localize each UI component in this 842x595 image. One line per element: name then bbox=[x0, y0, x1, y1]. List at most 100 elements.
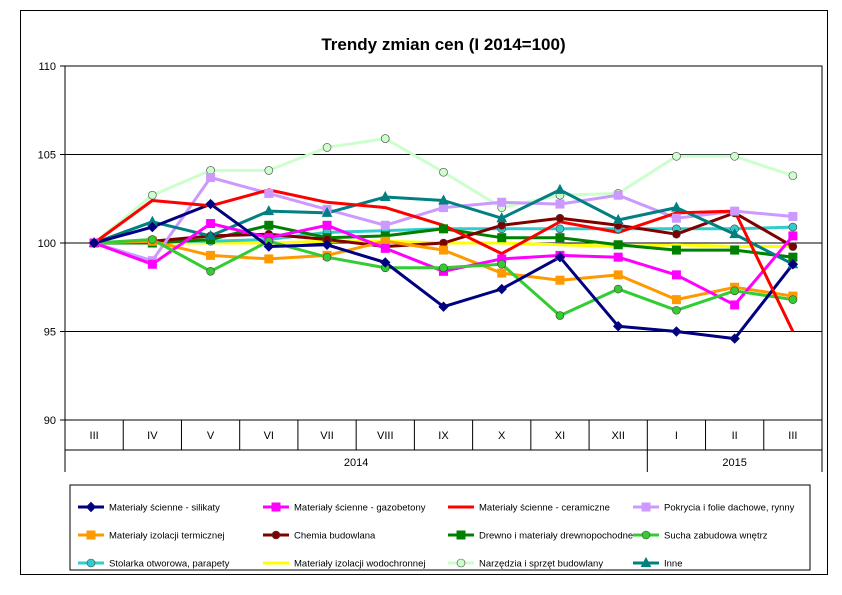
data-point bbox=[438, 194, 449, 205]
x-tick-label: VII bbox=[320, 430, 333, 442]
data-point bbox=[730, 151, 739, 161]
data-point bbox=[730, 206, 740, 216]
legend-marker bbox=[86, 558, 96, 568]
data-point bbox=[788, 295, 798, 304]
data-point bbox=[263, 241, 275, 252]
y-tick-label: 105 bbox=[38, 150, 56, 162]
data-point bbox=[671, 213, 681, 223]
data-point bbox=[322, 220, 332, 230]
data-point bbox=[206, 250, 216, 260]
legend-label: Drewno i materiały drewnopochodne bbox=[479, 531, 633, 542]
legend-label: Materiały izolacji wodochronnej bbox=[294, 559, 425, 570]
data-point bbox=[555, 213, 565, 223]
data-point bbox=[380, 134, 390, 143]
data-point bbox=[148, 235, 157, 244]
legend-label: Materiały ścienne - gazobetony bbox=[294, 503, 426, 514]
data-point bbox=[555, 311, 565, 320]
x-tick-label: X bbox=[498, 430, 506, 442]
data-point bbox=[672, 305, 681, 315]
data-point bbox=[206, 267, 215, 276]
data-point bbox=[380, 220, 390, 230]
legend-label: Stolarka otworowa, parapety bbox=[109, 559, 230, 570]
data-point bbox=[555, 224, 565, 234]
data-point bbox=[322, 143, 332, 152]
y-tick-label: 110 bbox=[38, 61, 56, 73]
data-point bbox=[264, 188, 274, 198]
data-point bbox=[672, 151, 681, 161]
data-point bbox=[788, 171, 798, 181]
legend-marker bbox=[641, 502, 651, 512]
legend-marker bbox=[456, 530, 466, 540]
x-tick-label: III bbox=[90, 430, 99, 442]
data-point bbox=[497, 268, 507, 278]
x-tick-label: V bbox=[207, 430, 215, 442]
data-point bbox=[613, 190, 623, 200]
data-point bbox=[439, 263, 448, 273]
y-tick-label: 100 bbox=[38, 238, 56, 250]
x-tick-label: IV bbox=[147, 430, 158, 442]
chart-area: Trendy zmian cen (I 2014=100) 90 95 100 105 1… bbox=[20, 10, 828, 575]
data-point bbox=[206, 219, 216, 229]
data-point bbox=[205, 198, 216, 210]
data-point bbox=[671, 201, 682, 212]
data-point bbox=[439, 203, 448, 213]
data-point bbox=[554, 251, 566, 263]
data-point bbox=[555, 233, 565, 243]
x-tick-label: II bbox=[732, 430, 738, 442]
x-tick-label: IX bbox=[438, 430, 449, 442]
data-point bbox=[729, 333, 740, 344]
data-point bbox=[788, 231, 798, 241]
data-point bbox=[88, 237, 100, 249]
x-tick-label: III bbox=[788, 430, 797, 442]
data-point bbox=[438, 301, 449, 312]
data-point bbox=[439, 167, 448, 177]
data-point bbox=[555, 275, 565, 285]
legend-marker bbox=[85, 501, 97, 513]
data-point bbox=[264, 166, 274, 175]
legend-marker bbox=[271, 502, 281, 512]
data-point bbox=[321, 206, 333, 217]
data-point bbox=[671, 245, 681, 255]
data-point bbox=[263, 205, 275, 216]
data-point bbox=[439, 245, 448, 255]
data-point bbox=[206, 173, 216, 183]
legend-label: Inne bbox=[664, 559, 683, 570]
data-point bbox=[555, 199, 565, 209]
data-point bbox=[147, 259, 157, 269]
data-point bbox=[671, 270, 681, 280]
data-point bbox=[788, 242, 798, 251]
x-tick-label: VI bbox=[264, 430, 274, 442]
data-point bbox=[205, 229, 216, 240]
data-point bbox=[613, 284, 623, 294]
legend-marker bbox=[640, 556, 652, 567]
data-point bbox=[497, 221, 507, 230]
data-point bbox=[787, 259, 799, 270]
data-point bbox=[612, 213, 624, 224]
legend-label: Pokrycia i folie dachowe, rynny bbox=[664, 503, 795, 514]
data-point bbox=[497, 197, 507, 207]
legend-marker bbox=[86, 530, 96, 540]
data-point bbox=[613, 252, 623, 262]
data-point bbox=[788, 222, 798, 232]
y-tick-label: 90 bbox=[44, 415, 56, 427]
data-point bbox=[264, 220, 274, 230]
data-point bbox=[613, 270, 623, 280]
year-group-label: 2014 bbox=[344, 457, 368, 469]
x-tick-label: VIII bbox=[377, 430, 394, 442]
data-point bbox=[788, 211, 798, 221]
data-point bbox=[613, 240, 623, 250]
data-point bbox=[672, 229, 681, 239]
legend-label: Materiały izolacji termicznej bbox=[109, 531, 225, 542]
data-point bbox=[730, 286, 739, 296]
legend-marker bbox=[271, 530, 281, 540]
data-point bbox=[554, 183, 566, 194]
x-tick-label: XI bbox=[555, 430, 565, 442]
data-point bbox=[496, 283, 507, 295]
data-point bbox=[671, 295, 681, 305]
year-group-label: 2015 bbox=[722, 457, 746, 469]
x-tick-label: XII bbox=[611, 430, 624, 442]
data-point bbox=[321, 239, 333, 250]
legend-marker bbox=[641, 530, 651, 540]
data-point bbox=[729, 228, 740, 239]
legend-label: Chemia budowlana bbox=[294, 531, 376, 542]
